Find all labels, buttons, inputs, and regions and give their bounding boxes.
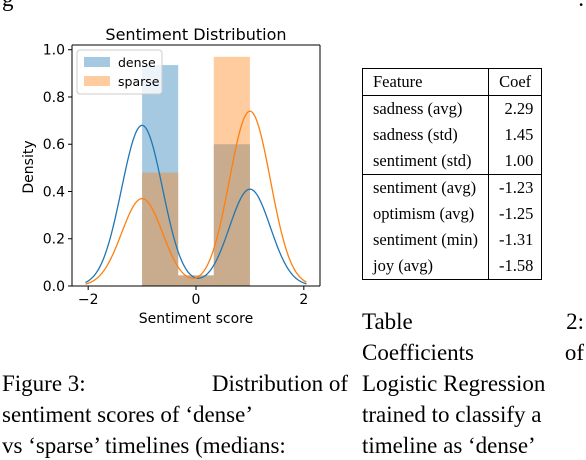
caption-word: of bbox=[564, 340, 584, 365]
caption-word: 2: bbox=[566, 309, 584, 334]
x-tick-label: 2 bbox=[299, 292, 308, 308]
figure-caption-line: vs ‘sparse’ timelines (medians: bbox=[2, 433, 286, 458]
kde-curve-dense bbox=[85, 124, 307, 285]
y-tick-label: 0.6 bbox=[43, 137, 65, 153]
coef-cell: -1.25 bbox=[488, 201, 543, 227]
coef-cell: 2.29 bbox=[488, 95, 543, 122]
histogram-bar-sparse bbox=[213, 56, 250, 287]
table-row: sadness (std) 1.45 bbox=[362, 122, 543, 148]
y-tick-label: 1.0 bbox=[43, 43, 65, 59]
feature-cell: sentiment (min) bbox=[362, 227, 489, 253]
table-caption-line: Table 2: bbox=[362, 307, 584, 336]
caption-word: Table bbox=[362, 309, 413, 334]
legend-swatch-dense bbox=[84, 57, 110, 67]
table-row: sentiment (std) 1.00 bbox=[362, 148, 543, 175]
y-tick-label: 0.0 bbox=[43, 279, 65, 295]
histogram-bar-dense bbox=[178, 275, 214, 286]
coef-cell: -1.23 bbox=[488, 174, 543, 201]
table-row: optimism (avg) -1.25 bbox=[362, 201, 543, 227]
feature-cell: sadness (avg) bbox=[362, 95, 489, 122]
kde-curve-sparse bbox=[85, 110, 307, 285]
y-axis-label: Density bbox=[21, 140, 37, 193]
y-tick-label: 0.4 bbox=[43, 184, 65, 200]
y-tick-label: 0.8 bbox=[43, 90, 65, 106]
histogram-bar-sparse bbox=[178, 275, 214, 286]
coef-cell: -1.31 bbox=[488, 227, 543, 253]
table-header-row: Feature Coef bbox=[362, 68, 543, 96]
feature-cell: sentiment (std) bbox=[362, 148, 489, 175]
sentiment-distribution-chart: 0.0 0.2 0.4 0.6 0.8 1.0 −2 0 2 dense sparse Senti… bbox=[21, 25, 321, 327]
histogram-bar-sparse bbox=[142, 172, 179, 286]
cutoff-text-right: : bbox=[578, 0, 584, 12]
legend-label-sparse: sparse bbox=[118, 74, 160, 89]
legend-label-dense: dense bbox=[118, 55, 156, 70]
legend-box bbox=[76, 49, 163, 95]
table-caption-line: Logistic Regression bbox=[362, 371, 546, 396]
figure-caption-line: Figure 3: Distribution of bbox=[2, 369, 348, 398]
caption-word: Distribution of bbox=[211, 371, 348, 396]
table-caption-line: Coefficients of bbox=[362, 338, 584, 367]
chart-title: Sentiment Distribution bbox=[105, 25, 286, 44]
x-tick-label: 0 bbox=[192, 292, 201, 308]
coef-column-header: Coef bbox=[487, 68, 543, 96]
coef-cell: -1.58 bbox=[488, 253, 543, 280]
figure-caption-line: sentiment scores of ‘dense’ bbox=[2, 402, 254, 427]
table-row: joy (avg) -1.58 bbox=[362, 253, 543, 280]
coef-cell: 1.00 bbox=[488, 148, 543, 175]
table-caption-line: trained to classify a bbox=[362, 402, 542, 427]
y-tick-label: 0.2 bbox=[43, 232, 65, 248]
table-row: sadness (avg) 2.29 bbox=[362, 95, 543, 122]
coefficients-table: Feature Coef sadness (avg) 2.29 sadness … bbox=[362, 68, 543, 280]
coef-cell: 1.45 bbox=[488, 122, 543, 148]
caption-word: Figure 3: bbox=[2, 371, 86, 396]
caption-word: Coefficients bbox=[362, 340, 474, 365]
x-tick-label: −2 bbox=[78, 292, 99, 308]
feature-cell: sadness (std) bbox=[362, 122, 489, 148]
feature-cell: optimism (avg) bbox=[362, 201, 489, 227]
feature-column-header: Feature bbox=[362, 68, 489, 96]
legend-swatch-sparse bbox=[84, 76, 110, 86]
x-axis-label: Sentiment score bbox=[139, 311, 253, 327]
cutoff-text-left: g bbox=[2, 0, 14, 12]
feature-cell: joy (avg) bbox=[362, 253, 489, 280]
table-row: sentiment (min) -1.31 bbox=[362, 227, 543, 253]
table-row: sentiment (avg) -1.23 bbox=[362, 174, 543, 201]
feature-cell: sentiment (avg) bbox=[362, 174, 489, 201]
table-caption-line: timeline as ‘dense’ bbox=[362, 433, 536, 458]
